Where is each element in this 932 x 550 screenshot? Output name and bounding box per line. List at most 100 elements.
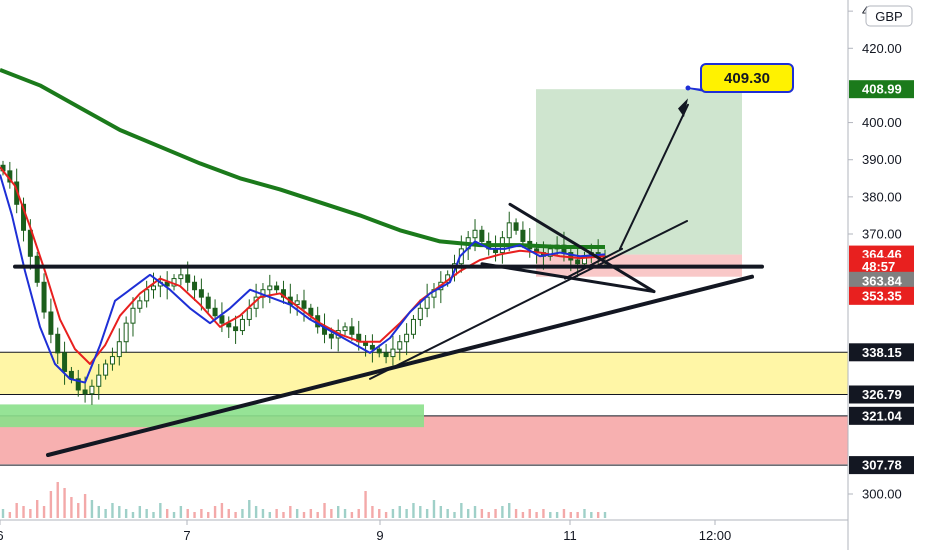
volume-bar <box>603 512 607 518</box>
candle-body <box>246 307 252 320</box>
volume-bar <box>159 503 162 518</box>
volume-bar <box>453 512 456 518</box>
volume-bar <box>275 509 278 518</box>
target-callout-layer: 409.30 <box>685 63 794 93</box>
volume-bar <box>193 512 196 518</box>
drawings-layer <box>13 98 764 457</box>
volume-bar <box>391 509 395 518</box>
volume-bar <box>569 512 572 518</box>
callout-anchor-point <box>685 85 691 91</box>
volume-bar <box>528 509 531 518</box>
volume-bar <box>535 512 538 518</box>
volume-bar <box>473 506 477 518</box>
volume-bar <box>596 512 600 518</box>
volume-bar <box>15 503 18 518</box>
price-tick-label: 420.00 <box>862 41 902 56</box>
volume-bar <box>562 509 566 518</box>
volume-bar <box>405 509 408 518</box>
currency-label[interactable]: GBP <box>875 9 902 24</box>
candle-body <box>472 229 478 239</box>
volume-bar <box>36 500 39 518</box>
volume-bar <box>234 512 237 518</box>
candle-body <box>205 296 211 309</box>
candle-body <box>198 289 204 298</box>
candle-body <box>349 326 355 335</box>
candle-body <box>137 300 143 309</box>
volume-bar <box>378 509 381 518</box>
time-tick-label: 12:00 <box>699 528 732 543</box>
volume-bar <box>412 503 415 518</box>
volume-bar <box>124 509 128 518</box>
price-badge-label: 363.84 <box>862 273 903 288</box>
candle-body <box>267 285 273 291</box>
ma-fast-line <box>0 174 606 384</box>
callout-box <box>700 63 794 93</box>
candle-body <box>185 274 191 283</box>
volume-bar <box>302 512 306 518</box>
candle-body <box>520 229 526 242</box>
candle-body <box>109 356 115 365</box>
callout-label: 409.30 <box>724 70 770 87</box>
candle-body <box>82 389 88 395</box>
candle-body <box>397 341 403 350</box>
wedge-upper-line <box>508 202 656 294</box>
volume-bar <box>316 512 319 518</box>
volume-bar <box>350 512 354 518</box>
time-tick-label: 7 <box>183 528 190 543</box>
price-tick-label: 390.00 <box>862 152 902 167</box>
volume-bar <box>49 491 53 518</box>
volume-bar <box>521 512 525 518</box>
volume-bar <box>583 509 586 518</box>
volume-bar <box>590 512 593 518</box>
candle-body <box>239 318 245 332</box>
volume-bar <box>165 509 169 518</box>
volume-bar <box>207 512 210 518</box>
volume-bar <box>487 512 490 518</box>
candle-body <box>212 307 218 317</box>
candle-body <box>89 385 95 395</box>
volume-bar <box>446 509 449 518</box>
candle-body <box>383 352 389 358</box>
green-zone <box>0 404 424 428</box>
volume-bar <box>357 509 360 518</box>
candle-body <box>41 281 47 313</box>
volume-bar <box>22 506 25 518</box>
long-position-profit-zone <box>536 89 742 255</box>
candle-body <box>75 378 81 391</box>
ma-long-line <box>0 67 605 249</box>
price-badge-label: 307.78 <box>862 458 902 473</box>
candle-body <box>506 222 512 239</box>
currency-chip <box>865 5 913 27</box>
price-tick-label: 370.00 <box>862 227 902 242</box>
volume-bar <box>460 503 463 518</box>
volume-bar <box>145 509 148 518</box>
volume-bar <box>549 512 552 518</box>
volume-bar <box>501 506 504 518</box>
volume-bar <box>419 506 422 518</box>
candle-body <box>48 311 54 335</box>
zones-layer <box>0 89 848 466</box>
volume-bar <box>172 512 176 518</box>
volume-bar <box>70 497 73 518</box>
volume-bar <box>131 512 135 518</box>
moving-averages-layer <box>0 67 606 384</box>
price-badge <box>849 257 914 276</box>
price-badge <box>849 80 914 99</box>
price-badge <box>849 385 914 404</box>
candle-body <box>123 322 129 343</box>
candle-body <box>294 300 300 306</box>
volume-bar <box>97 506 100 518</box>
time-axis[interactable]: 6 7 9 11 12:00 <box>0 519 848 543</box>
rising-trendline <box>46 274 754 457</box>
price-badge <box>849 343 914 362</box>
volume-bar <box>254 506 258 518</box>
volume-bar <box>220 503 224 518</box>
volume-bar <box>398 506 401 518</box>
volume-bar <box>480 509 484 518</box>
price-badge-label: 338.15 <box>862 345 902 360</box>
volume-bar <box>138 506 142 518</box>
volume-bar <box>384 512 388 518</box>
price-badge <box>849 456 914 475</box>
